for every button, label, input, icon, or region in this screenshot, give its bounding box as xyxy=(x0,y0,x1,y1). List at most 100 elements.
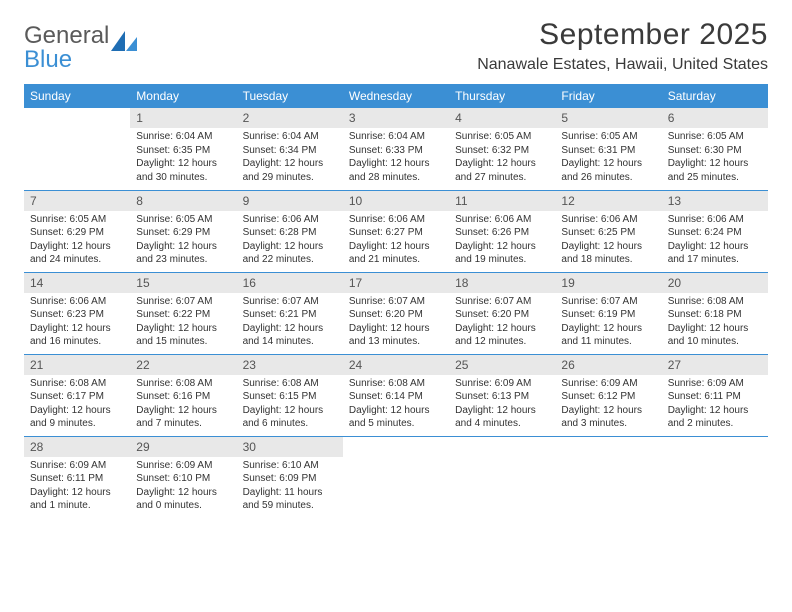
calendar-cell: 16Sunrise: 6:07 AMSunset: 6:21 PMDayligh… xyxy=(237,272,343,354)
daylight-text: Daylight: 12 hours and 27 minutes. xyxy=(455,157,549,184)
day-data: Sunrise: 6:06 AMSunset: 6:24 PMDaylight:… xyxy=(662,211,768,271)
sunrise-text: Sunrise: 6:06 AM xyxy=(561,213,655,227)
calendar-cell: 30Sunrise: 6:10 AMSunset: 6:09 PMDayligh… xyxy=(237,436,343,518)
day-data: Sunrise: 6:04 AMSunset: 6:34 PMDaylight:… xyxy=(237,128,343,188)
month-title: September 2025 xyxy=(477,18,768,52)
daylight-text: Daylight: 12 hours and 3 minutes. xyxy=(561,404,655,431)
day-number: 10 xyxy=(343,191,449,211)
logo-word1: General xyxy=(24,22,109,49)
sunset-text: Sunset: 6:21 PM xyxy=(243,308,337,322)
daylight-text: Daylight: 12 hours and 11 minutes. xyxy=(561,322,655,349)
sunset-text: Sunset: 6:13 PM xyxy=(455,390,549,404)
sunrise-text: Sunrise: 6:06 AM xyxy=(349,213,443,227)
sunset-text: Sunset: 6:19 PM xyxy=(561,308,655,322)
sunset-text: Sunset: 6:14 PM xyxy=(349,390,443,404)
calendar-cell: 11Sunrise: 6:06 AMSunset: 6:26 PMDayligh… xyxy=(449,190,555,272)
sunset-text: Sunset: 6:20 PM xyxy=(349,308,443,322)
day-number: 9 xyxy=(237,191,343,211)
calendar-week: ..1Sunrise: 6:04 AMSunset: 6:35 PMDaylig… xyxy=(24,108,768,190)
sunrise-text: Sunrise: 6:05 AM xyxy=(136,213,230,227)
day-number: 20 xyxy=(662,273,768,293)
calendar-cell: .. xyxy=(662,436,768,518)
sunset-text: Sunset: 6:27 PM xyxy=(349,226,443,240)
day-data: Sunrise: 6:08 AMSunset: 6:16 PMDaylight:… xyxy=(130,375,236,435)
calendar-cell: 3 Sunrise: 6:04 AMSunset: 6:33 PMDaylight… xyxy=(343,108,449,190)
calendar-cell: 27Sunrise: 6:09 AMSunset: 6:11 PMDayligh… xyxy=(662,354,768,436)
calendar-cell: .. xyxy=(24,108,130,190)
daylight-text: Daylight: 12 hours and 18 minutes. xyxy=(561,240,655,267)
day-number: 26 xyxy=(555,355,661,375)
calendar-table: SundayMondayTuesdayWednesdayThursdayFrid… xyxy=(24,84,768,518)
day-data: Sunrise: 6:07 AMSunset: 6:21 PMDaylight:… xyxy=(237,293,343,353)
calendar-week: 28Sunrise: 6:09 AMSunset: 6:11 PMDayligh… xyxy=(24,436,768,518)
daylight-text: Daylight: 12 hours and 26 minutes. xyxy=(561,157,655,184)
sunset-text: Sunset: 6:11 PM xyxy=(30,472,124,486)
sunrise-text: Sunrise: 6:08 AM xyxy=(243,377,337,391)
day-number: 28 xyxy=(24,437,130,457)
daylight-text: Daylight: 12 hours and 10 minutes. xyxy=(668,322,762,349)
calendar-cell: 1Sunrise: 6:04 AMSunset: 6:35 PMDaylight… xyxy=(130,108,236,190)
sunset-text: Sunset: 6:34 PM xyxy=(243,144,337,158)
day-number: 25 xyxy=(449,355,555,375)
day-number: 24 xyxy=(343,355,449,375)
daylight-text: Daylight: 12 hours and 23 minutes. xyxy=(136,240,230,267)
day-number: 12 xyxy=(555,191,661,211)
sunrise-text: Sunrise: 6:04 AM xyxy=(136,130,230,144)
calendar-cell: 14Sunrise: 6:06 AMSunset: 6:23 PMDayligh… xyxy=(24,272,130,354)
sunset-text: Sunset: 6:33 PM xyxy=(349,144,443,158)
daylight-text: Daylight: 12 hours and 14 minutes. xyxy=(243,322,337,349)
sunrise-text: Sunrise: 6:08 AM xyxy=(349,377,443,391)
day-number: 13 xyxy=(662,191,768,211)
day-data: Sunrise: 6:04 AMSunset: 6:35 PMDaylight:… xyxy=(130,128,236,188)
calendar-week: 14Sunrise: 6:06 AMSunset: 6:23 PMDayligh… xyxy=(24,272,768,354)
calendar-cell: 21Sunrise: 6:08 AMSunset: 6:17 PMDayligh… xyxy=(24,354,130,436)
daylight-text: Daylight: 12 hours and 12 minutes. xyxy=(455,322,549,349)
daylight-text: Daylight: 12 hours and 7 minutes. xyxy=(136,404,230,431)
sunset-text: Sunset: 6:16 PM xyxy=(136,390,230,404)
day-data: Sunrise: 6:05 AMSunset: 6:29 PMDaylight:… xyxy=(130,211,236,271)
day-data: Sunrise: 6:07 AMSunset: 6:19 PMDaylight:… xyxy=(555,293,661,353)
calendar-cell: 29Sunrise: 6:09 AMSunset: 6:10 PMDayligh… xyxy=(130,436,236,518)
day-data: Sunrise: 6:06 AMSunset: 6:27 PMDaylight:… xyxy=(343,211,449,271)
calendar-cell: 13Sunrise: 6:06 AMSunset: 6:24 PMDayligh… xyxy=(662,190,768,272)
sunrise-text: Sunrise: 6:07 AM xyxy=(455,295,549,309)
day-number: 1 xyxy=(130,108,236,128)
sunrise-text: Sunrise: 6:04 AM xyxy=(349,130,443,144)
calendar-cell: 5Sunrise: 6:05 AMSunset: 6:31 PMDaylight… xyxy=(555,108,661,190)
sunset-text: Sunset: 6:30 PM xyxy=(668,144,762,158)
day-data: Sunrise: 6:09 AMSunset: 6:12 PMDaylight:… xyxy=(555,375,661,435)
sunrise-text: Sunrise: 6:06 AM xyxy=(668,213,762,227)
day-data: Sunrise: 6:09 AMSunset: 6:13 PMDaylight:… xyxy=(449,375,555,435)
day-data: Sunrise: 6:10 AMSunset: 6:09 PMDaylight:… xyxy=(237,457,343,517)
day-number: 15 xyxy=(130,273,236,293)
day-data: Sunrise: 6:08 AMSunset: 6:14 PMDaylight:… xyxy=(343,375,449,435)
sunrise-text: Sunrise: 6:09 AM xyxy=(30,459,124,473)
sunset-text: Sunset: 6:29 PM xyxy=(30,226,124,240)
sunrise-text: Sunrise: 6:05 AM xyxy=(561,130,655,144)
day-number: 21 xyxy=(24,355,130,375)
sunrise-text: Sunrise: 6:09 AM xyxy=(455,377,549,391)
day-number: 4 xyxy=(449,108,555,128)
day-number: 17 xyxy=(343,273,449,293)
calendar-cell: .. xyxy=(555,436,661,518)
day-data: Sunrise: 6:07 AMSunset: 6:22 PMDaylight:… xyxy=(130,293,236,353)
day-data: Sunrise: 6:06 AMSunset: 6:28 PMDaylight:… xyxy=(237,211,343,271)
calendar-week: 7Sunrise: 6:05 AMSunset: 6:29 PMDaylight… xyxy=(24,190,768,272)
sunset-text: Sunset: 6:35 PM xyxy=(136,144,230,158)
sunset-text: Sunset: 6:25 PM xyxy=(561,226,655,240)
sunset-text: Sunset: 6:18 PM xyxy=(668,308,762,322)
sunrise-text: Sunrise: 6:08 AM xyxy=(30,377,124,391)
header: General Blue September 2025 Nanawale Est… xyxy=(24,18,768,74)
sunset-text: Sunset: 6:15 PM xyxy=(243,390,337,404)
sunset-text: Sunset: 6:31 PM xyxy=(561,144,655,158)
daylight-text: Daylight: 12 hours and 28 minutes. xyxy=(349,157,443,184)
daylight-text: Daylight: 12 hours and 22 minutes. xyxy=(243,240,337,267)
sunrise-text: Sunrise: 6:10 AM xyxy=(243,459,337,473)
sunrise-text: Sunrise: 6:06 AM xyxy=(30,295,124,309)
day-number: 3 xyxy=(343,108,449,128)
sunrise-text: Sunrise: 6:09 AM xyxy=(668,377,762,391)
calendar-week: 21Sunrise: 6:08 AMSunset: 6:17 PMDayligh… xyxy=(24,354,768,436)
calendar-cell: 10Sunrise: 6:06 AMSunset: 6:27 PMDayligh… xyxy=(343,190,449,272)
sunset-text: Sunset: 6:23 PM xyxy=(30,308,124,322)
day-number: 16 xyxy=(237,273,343,293)
